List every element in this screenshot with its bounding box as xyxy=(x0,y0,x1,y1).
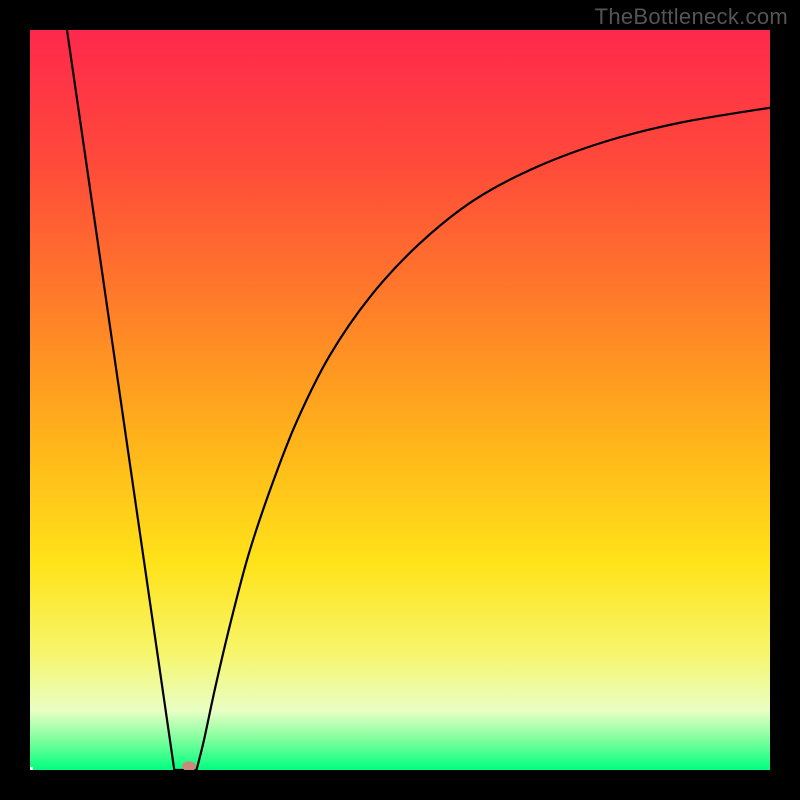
chart-frame xyxy=(30,30,770,770)
watermark-text: TheBottleneck.com xyxy=(595,4,788,30)
axis-tick xyxy=(30,767,33,770)
gradient-background xyxy=(30,30,770,770)
bottleneck-chart xyxy=(30,30,770,770)
stage: TheBottleneck.com xyxy=(0,0,800,800)
